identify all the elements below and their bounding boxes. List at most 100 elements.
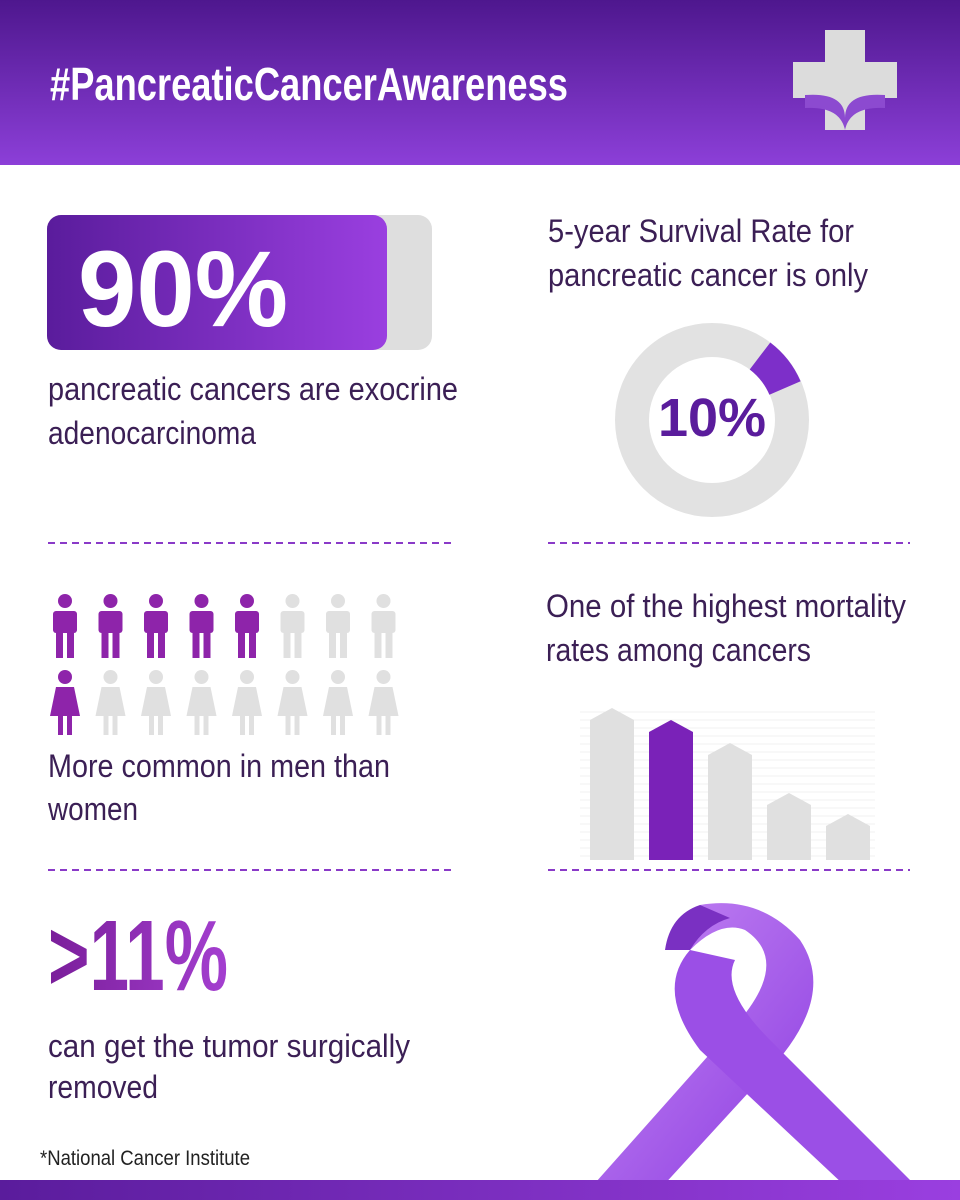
head — [331, 670, 345, 684]
woman-icon — [186, 670, 217, 735]
head — [103, 594, 118, 608]
dress — [368, 687, 399, 716]
stat-value: >11% — [48, 900, 228, 1012]
man-icon — [326, 594, 350, 658]
head — [376, 594, 391, 608]
dress — [277, 687, 308, 716]
bar-shape — [767, 793, 811, 860]
head — [331, 594, 345, 608]
bar-shape — [826, 814, 870, 860]
dress — [186, 687, 217, 716]
leg — [385, 630, 393, 658]
dress — [141, 687, 171, 716]
leg — [67, 715, 72, 735]
man-icon — [189, 594, 214, 658]
torso — [280, 611, 305, 633]
leg — [340, 630, 347, 658]
logo-icon — [793, 30, 897, 130]
caption: More common in men than — [48, 748, 390, 784]
head — [103, 670, 118, 684]
leg — [203, 715, 209, 735]
leg — [285, 715, 291, 735]
leg — [249, 630, 256, 658]
caption: removed — [48, 1069, 158, 1105]
torso — [371, 611, 396, 633]
head — [285, 670, 300, 684]
leg — [249, 715, 254, 735]
head — [194, 594, 209, 608]
heading: pancreatic cancer is only — [548, 257, 868, 293]
head — [58, 670, 72, 684]
leg — [376, 715, 382, 735]
leg — [385, 715, 391, 735]
footer-band — [0, 1180, 960, 1200]
leg — [67, 630, 74, 658]
torso — [235, 611, 259, 633]
leg — [340, 715, 345, 735]
donut-label: 10% — [658, 388, 766, 448]
leg — [283, 630, 291, 658]
man-icon — [144, 594, 168, 658]
torso — [144, 611, 168, 633]
torso — [189, 611, 214, 633]
heading: 5-year Survival Rate for — [548, 213, 854, 249]
donut-segment — [749, 342, 801, 396]
leg — [149, 715, 154, 735]
woman-icon — [50, 670, 80, 735]
dress — [95, 687, 126, 716]
ribbon — [580, 903, 930, 1200]
dress — [323, 687, 353, 716]
leg — [294, 715, 300, 735]
leg — [58, 715, 63, 735]
woman-icon — [141, 670, 171, 735]
stat-value: 90% — [78, 228, 288, 349]
head — [376, 670, 391, 684]
bar-shape — [708, 743, 752, 860]
leg — [112, 630, 120, 658]
head — [240, 670, 254, 684]
leg — [112, 715, 118, 735]
caption: adenocarcinoma — [48, 415, 256, 451]
leg — [56, 630, 63, 658]
bar-illustration — [580, 708, 875, 860]
torso — [326, 611, 350, 633]
head — [194, 670, 209, 684]
caption: women — [47, 791, 138, 827]
man-icon — [280, 594, 305, 658]
head — [149, 594, 163, 608]
woman-icon — [232, 670, 262, 735]
woman-icon — [277, 670, 308, 735]
leg — [194, 715, 200, 735]
header-title: #PancreaticCancerAwareness — [50, 58, 568, 110]
leg — [329, 630, 336, 658]
head — [240, 594, 254, 608]
woman-icon — [323, 670, 353, 735]
leg — [240, 715, 245, 735]
leg — [203, 630, 211, 658]
man-icon — [371, 594, 396, 658]
people-icons — [50, 594, 399, 735]
man-icon — [53, 594, 77, 658]
leg — [101, 630, 109, 658]
woman-icon — [95, 670, 126, 735]
leg — [294, 630, 302, 658]
bar-shape — [649, 720, 693, 860]
heading: One of the highest mortality — [546, 588, 906, 624]
man-icon — [235, 594, 259, 658]
caption: can get the tumor surgically — [48, 1028, 410, 1064]
bar-shape — [590, 708, 634, 860]
man-icon — [98, 594, 123, 658]
head — [285, 594, 300, 608]
leg — [158, 715, 163, 735]
leg — [103, 715, 109, 735]
footnote: *National Cancer Institute — [40, 1147, 250, 1170]
heading: rates among cancers — [546, 632, 811, 668]
leg — [331, 715, 336, 735]
dress — [50, 687, 80, 716]
leg — [238, 630, 245, 658]
head — [58, 594, 72, 608]
head — [149, 670, 163, 684]
